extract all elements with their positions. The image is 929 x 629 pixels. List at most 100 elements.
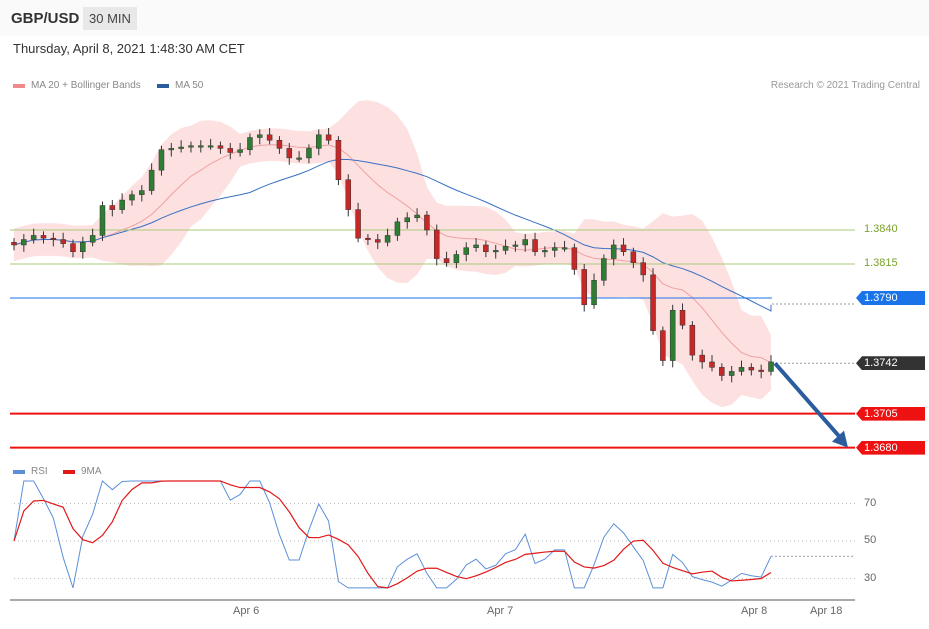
candle — [119, 199, 125, 210]
rsi-swatch — [13, 469, 25, 474]
candle — [512, 244, 519, 247]
pivot-price-tag: 1.3790 — [856, 291, 925, 305]
candle — [148, 169, 155, 191]
candle — [60, 239, 66, 244]
bollinger-band — [14, 100, 771, 408]
candle — [414, 214, 420, 219]
rsi-tick-label: 30 — [864, 571, 877, 584]
timeframe-button[interactable]: 30 MIN — [83, 7, 137, 30]
forecast-arrowhead — [832, 430, 848, 448]
x-tick-label: Apr 7 — [487, 605, 514, 617]
candle — [601, 258, 607, 281]
candle — [561, 247, 568, 250]
resistance-label: 1.3815 — [864, 257, 898, 269]
candle — [70, 243, 76, 253]
candle — [483, 244, 489, 253]
candle — [375, 239, 381, 243]
candle — [188, 145, 194, 148]
candle — [768, 361, 774, 372]
x-tick-label: Apr 8 — [741, 605, 768, 617]
ma20-swatch — [13, 83, 25, 88]
candle — [217, 145, 224, 149]
candle — [335, 139, 342, 180]
candle — [640, 262, 646, 276]
ma50-line — [13, 158, 772, 312]
candle — [99, 205, 106, 236]
candle — [247, 137, 253, 151]
candle — [316, 134, 322, 149]
support-price-tag: 1.3705 — [856, 406, 925, 421]
candle — [433, 229, 440, 259]
candle — [669, 309, 676, 361]
candle — [276, 139, 283, 149]
candle — [571, 247, 578, 270]
legend-rsi: RSI — [13, 466, 48, 477]
candle — [709, 361, 715, 368]
candle — [365, 237, 371, 240]
candle — [384, 235, 391, 243]
candle — [50, 237, 57, 240]
candle — [227, 148, 234, 153]
legend-ma50-label: MA 50 — [175, 80, 204, 91]
candle — [591, 280, 597, 306]
candle — [404, 217, 410, 223]
candle — [325, 134, 332, 141]
ma9-swatch — [63, 469, 75, 474]
candle — [620, 244, 627, 253]
candle — [679, 309, 686, 326]
last-price-tag: 1.3742 — [856, 356, 925, 371]
candle — [630, 251, 637, 263]
candle — [80, 241, 86, 253]
rsi-tick-label: 70 — [864, 496, 877, 509]
candle — [207, 145, 214, 148]
candle — [109, 205, 116, 210]
candle — [699, 354, 705, 363]
candle — [30, 235, 37, 240]
candle — [728, 371, 735, 376]
candle — [394, 221, 401, 236]
symbol-title: GBP/USD — [11, 10, 80, 27]
candle — [463, 247, 469, 255]
candle — [306, 148, 312, 159]
candle — [660, 330, 666, 361]
candle — [443, 258, 450, 263]
forecast-arrow — [773, 361, 844, 441]
rsi-line — [13, 480, 772, 589]
candle — [424, 214, 430, 231]
candle — [237, 149, 243, 153]
legend-ma50: MA 50 — [157, 80, 203, 91]
candle — [266, 134, 273, 141]
x-tick-label: Apr 18 — [810, 605, 843, 617]
candle — [40, 235, 47, 239]
candle — [748, 367, 755, 371]
candle — [89, 235, 96, 243]
candle — [257, 134, 263, 138]
legend-rsi-label: RSI — [31, 466, 48, 477]
candle — [502, 246, 509, 251]
candle — [11, 241, 17, 246]
rsi-ma-line — [13, 480, 772, 589]
candle — [286, 148, 293, 159]
candle — [158, 149, 165, 171]
legend-ma20-label: MA 20 + Bollinger Bands — [31, 80, 141, 91]
candle — [689, 324, 696, 356]
candle — [473, 244, 479, 248]
timestamp: Thursday, April 8, 2021 1:48:30 AM CET — [13, 41, 245, 56]
candle — [139, 190, 145, 195]
candle — [650, 274, 656, 331]
candle — [453, 254, 460, 263]
candle — [610, 244, 617, 259]
legend-9ma-label: 9MA — [81, 466, 102, 477]
candle — [758, 369, 764, 372]
rsi-tick-label: 50 — [864, 534, 877, 546]
candle — [551, 247, 558, 251]
candle — [129, 194, 135, 201]
candle — [168, 148, 175, 151]
candle — [492, 250, 499, 253]
x-tick-label: Apr 6 — [233, 605, 260, 617]
ma50-swatch — [157, 83, 169, 88]
resistance-label: 1.3840 — [864, 223, 898, 235]
candle — [532, 239, 538, 253]
candle — [738, 367, 745, 372]
candle — [719, 367, 725, 376]
